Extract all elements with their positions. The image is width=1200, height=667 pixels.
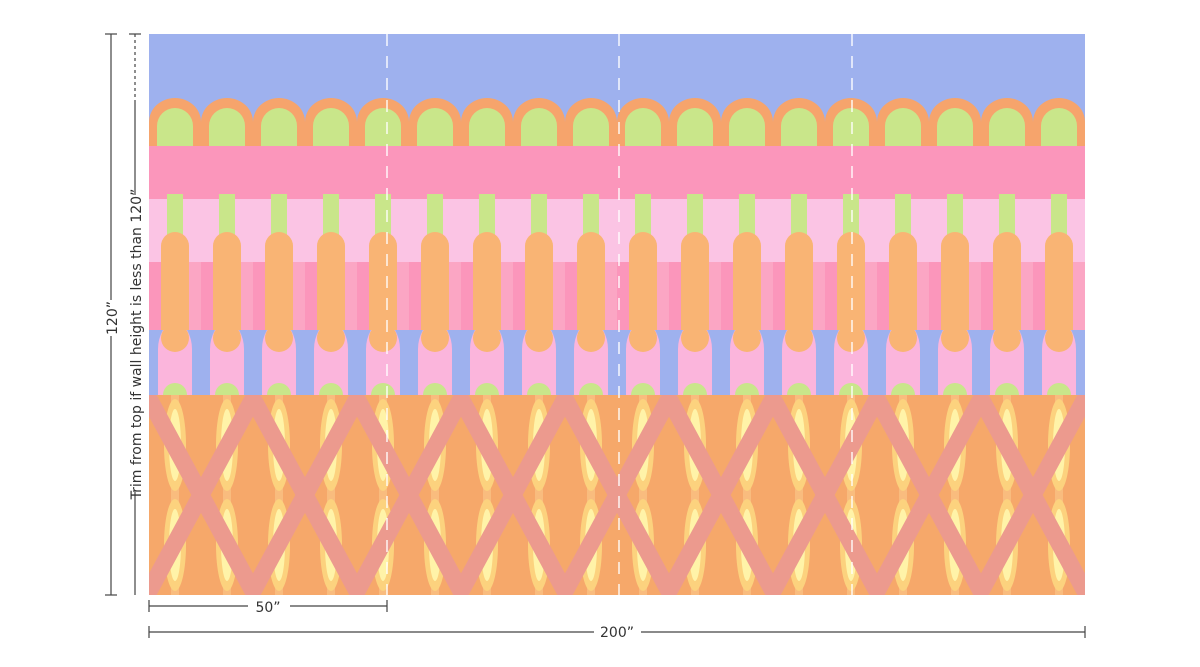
trim-dimension: Trim from top if wall height is less tha… <box>129 33 145 595</box>
height-label: 120” <box>105 301 121 335</box>
mural-upper-pattern <box>149 34 1085 395</box>
height-dimension: 120” <box>105 33 121 596</box>
total-width-label: 200” <box>600 625 634 641</box>
trim-note: Trim from top if wall height is less tha… <box>129 189 145 501</box>
total-width-dimension: 200” <box>148 625 1086 641</box>
panel-dividers <box>386 34 853 595</box>
panel-width-label: 50” <box>255 600 280 616</box>
mural-lower-pattern <box>149 395 1085 595</box>
panel-width-dimension: 50” <box>148 600 388 616</box>
